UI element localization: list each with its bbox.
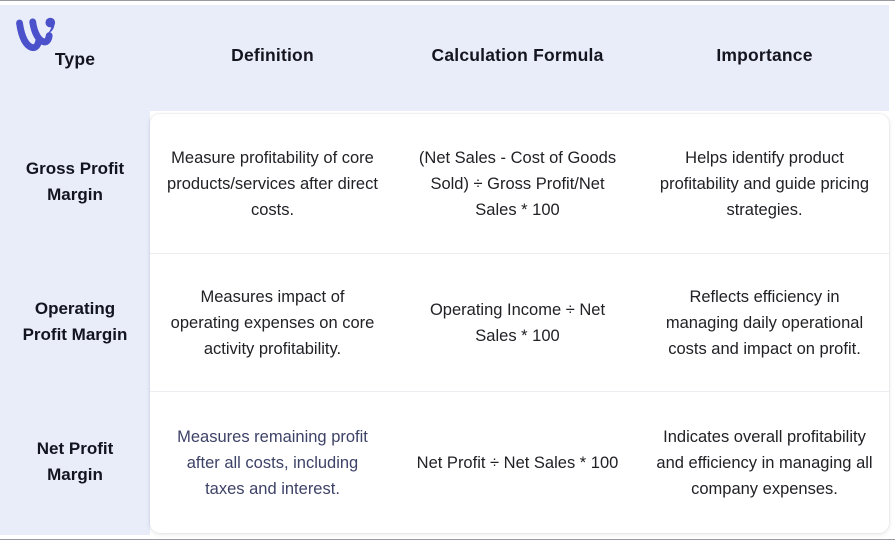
table-row: Measure profitability of core products/s… (150, 114, 889, 253)
type-column: Gross Profit Margin Operating Profit Mar… (0, 111, 150, 535)
column-header-type: Type (54, 49, 96, 69)
importance-cell: Helps identify product profitability and… (659, 148, 870, 219)
definition-cell: Measure profitability of core products/s… (167, 148, 378, 219)
formula-cell: Net Profit ÷ Net Sales * 100 (416, 453, 619, 472)
definition-cell: Measures remaining profit after all cost… (177, 427, 368, 498)
definition-cell: Measures impact of operating expenses on… (170, 287, 375, 358)
table-row: Measures remaining profit after all cost… (150, 391, 889, 533)
type-label-net-profit-margin: Net Profit Margin (36, 439, 114, 484)
type-label-operating-profit-margin: Operating Profit Margin (22, 299, 128, 344)
column-header-calculation-formula: Calculation Formula (431, 45, 604, 65)
table-card: Measure profitability of core products/s… (150, 114, 889, 533)
column-header-definition: Definition (231, 45, 314, 65)
importance-cell: Indicates overall profitability and effi… (656, 427, 873, 498)
formula-cell: Operating Income ÷ Net Sales * 100 (429, 300, 606, 345)
table-row: Measures impact of operating expenses on… (150, 253, 889, 391)
formula-cell: (Net Sales - Cost of Goods Sold) ÷ Gross… (418, 148, 617, 219)
type-label-gross-profit-margin: Gross Profit Margin (25, 159, 125, 204)
brand-w-logo-icon (16, 17, 56, 52)
importance-cell: Reflects efficiency in managing daily op… (665, 287, 864, 358)
header-band (0, 5, 889, 111)
column-header-importance: Importance (716, 45, 813, 65)
